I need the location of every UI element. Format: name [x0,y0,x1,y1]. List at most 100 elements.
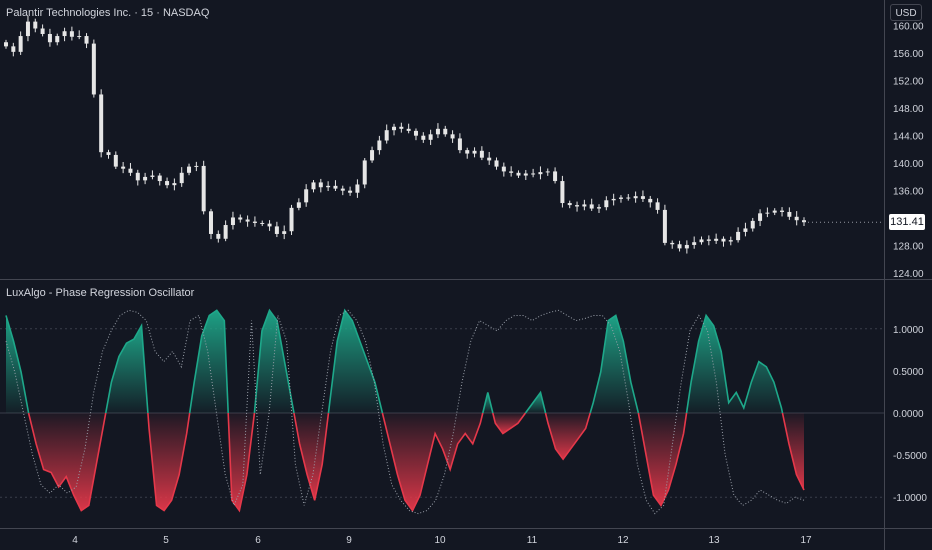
osc-bear-line [381,412,484,513]
candle-body [208,211,213,234]
candle-body [677,244,682,249]
candle-body [77,36,82,38]
osc-bear-area [545,413,591,460]
osc-bull-area [105,325,148,413]
candle-body [684,244,689,249]
osc-bear-line [27,412,107,512]
candle-body [252,221,257,223]
candle-body [150,175,155,177]
candle-body [69,31,74,37]
candle-body [750,220,755,229]
osc-tick-label: 1.0000 [893,325,924,336]
candle-body [611,198,616,201]
osc-bull-area [482,392,493,413]
candle-body [787,211,792,217]
time-tick-label: 13 [708,535,720,546]
time-tick-label: 10 [434,535,446,546]
candle-body [384,130,389,141]
candle-body [721,238,726,242]
candle-body [450,134,455,139]
candle-body [333,185,338,189]
candle-body [245,219,250,222]
osc-bull-area [254,310,294,413]
candle-body [780,210,785,212]
candle-body [304,189,309,203]
candle-body [55,36,60,43]
candle-body [597,207,602,209]
candle-body [121,166,126,169]
osc-bull-line [589,314,640,414]
candle-body [18,36,23,52]
candle-body [743,228,748,232]
candle-body [318,182,323,188]
candle-body [201,165,206,212]
time-tick-label: 9 [346,535,352,546]
candle-body [655,202,660,210]
candle-body [538,172,543,175]
candle-body [640,196,645,199]
osc-tick-label: -1.0000 [893,493,927,504]
osc-tick-label: 0.5000 [893,367,924,378]
candle-body [47,33,52,43]
candle-body [355,184,360,193]
candle-body [413,130,418,136]
candle-body [765,212,770,214]
candle-body [157,175,162,182]
candle-body [326,185,331,188]
candle-body [428,134,433,140]
osc-bull-line [685,313,784,414]
osc-bear-line [544,412,591,461]
candle-body [794,216,799,221]
candle-body [362,160,367,185]
candle-body [4,42,8,47]
candle-body [626,197,631,199]
candle-body [165,181,170,186]
price-tick-label: 144.00 [893,132,924,143]
candle-body [399,126,404,129]
candle-body [223,225,228,239]
candle-body [282,231,287,234]
candle-body [311,182,316,190]
candle-body [604,200,609,208]
candle-body [494,160,499,167]
currency-button[interactable]: USD [890,4,922,21]
osc-bear-line [637,412,688,507]
indicator-title: LuxAlgo - Phase Regression Oscillator [6,287,195,299]
candle-body [348,190,353,193]
osc-bear-line [227,412,256,513]
candle-body [589,204,594,209]
osc-bear-area [228,413,255,511]
osc-bear-area [638,413,687,506]
symbol-title: Palantir Technologies Inc. · 15 · NASDAQ [6,7,210,19]
osc-bull-area [686,315,783,413]
osc-bear-area [147,413,190,511]
candle-body [62,31,67,37]
candle-body [435,128,440,135]
candle-body [25,21,30,37]
osc-bear-line [781,412,805,491]
time-tick-label: 6 [255,535,261,546]
osc-bear-area [492,413,526,434]
candle-body [531,173,536,175]
candle-body [633,196,638,199]
candle-body [33,21,38,29]
candle-body [714,238,719,241]
price-tick-label: 136.00 [893,187,924,198]
candle-body [377,140,382,151]
osc-bull-area [6,315,29,413]
candle-body [238,217,243,220]
osc-bear-area [293,413,329,501]
candle-body [582,204,587,207]
candle-body [772,210,777,213]
time-tick-label: 5 [163,535,169,546]
candle-body [340,188,345,191]
candle-body [274,226,279,234]
candle-body [143,176,148,181]
candle-body [802,220,806,223]
candle-body [230,217,235,226]
osc-bull-line [524,390,547,414]
candle-body [260,222,265,224]
price-tick-label: 124.00 [893,269,924,280]
